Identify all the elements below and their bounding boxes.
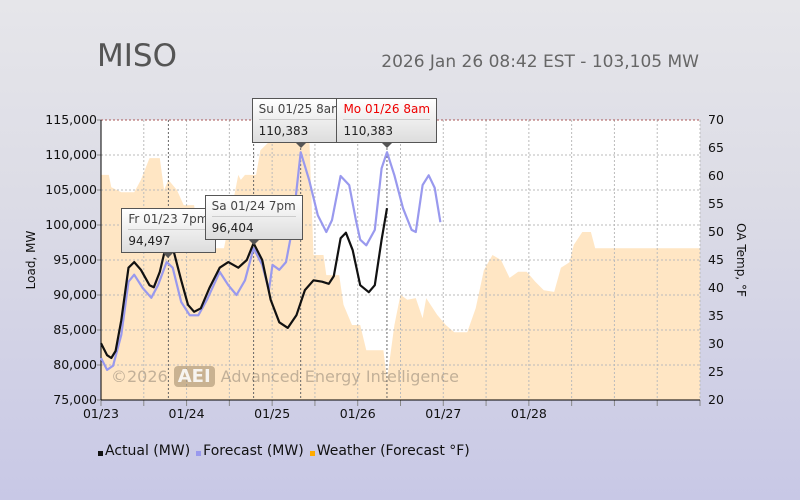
- legend-swatch-icon: [98, 450, 103, 456]
- legend-label: Actual (MW): [105, 443, 191, 459]
- watermark-year: ©2026: [111, 367, 168, 386]
- marker-tooltip: Sa 01/24 7pm 96,404: [204, 195, 303, 245]
- tooltip-time: Sa 01/24 7pm: [211, 199, 296, 217]
- marker-tooltip: Su 01/25 8am 110,383: [251, 98, 350, 148]
- tooltip-time: Fr 01/23 7pm: [128, 212, 209, 230]
- y-tick-label: 80,000: [53, 357, 97, 372]
- y-tick-label: 105,000: [45, 182, 97, 197]
- watermark: ©2026 AEI Advanced Energy Intelligence: [111, 366, 459, 387]
- legend-swatch-icon: [196, 450, 202, 456]
- y-tick-label: 115,000: [45, 112, 97, 127]
- y2-tick-label: 65: [708, 140, 724, 155]
- legend-forecast[interactable]: Forecast (MW): [196, 443, 304, 459]
- watermark-text: Advanced Energy Intelligence: [220, 367, 459, 386]
- tooltip-value: 110,383: [258, 124, 309, 138]
- x-tick-label: 01/24: [169, 406, 205, 421]
- tooltip-time: Su 01/25 8am: [258, 102, 343, 120]
- y-tick-label: 75,000: [53, 392, 97, 407]
- tooltip-value: 94,497: [128, 234, 171, 248]
- y2-tick-label: 50: [708, 224, 724, 239]
- y-axis-label: Load, MW: [24, 231, 38, 290]
- y-tick-label: 110,000: [45, 147, 97, 162]
- y2-axis-label: OA Temp, °F: [734, 223, 748, 297]
- legend-label: Forecast (MW): [203, 443, 304, 459]
- legend-swatch-icon: [309, 450, 315, 456]
- y-tick-label: 85,000: [53, 322, 97, 337]
- legend-actual[interactable]: Actual (MW): [98, 443, 190, 459]
- x-tick-label: 01/27: [425, 406, 461, 421]
- marker-tooltip: Mo 01/26 8am 110,383: [336, 98, 438, 148]
- y2-tick-label: 40: [708, 280, 724, 295]
- tooltip-time: Mo 01/26 8am: [343, 102, 431, 120]
- actual-line: [100, 208, 389, 360]
- tooltip-value: 110,383: [343, 124, 394, 138]
- y2-tick-label: 30: [708, 336, 724, 351]
- x-tick-label: 01/28: [511, 406, 547, 421]
- forecast-line: [100, 151, 442, 371]
- x-tick-label: 01/26: [340, 406, 376, 421]
- x-tick-label: 01/25: [254, 406, 290, 421]
- y-tick-label: 100,000: [45, 217, 97, 232]
- aei-logo: AEI: [173, 366, 215, 387]
- legend: Actual (MW) Forecast (MW) Weather (Forec…: [98, 443, 470, 459]
- y2-tick-label: 60: [708, 168, 724, 183]
- marker-tooltip: Fr 01/23 7pm 94,497: [121, 208, 216, 258]
- y2-tick-label: 20: [708, 392, 724, 407]
- timestamp-load-readout: 2026 Jan 26 08:42 EST - 103,105 MW: [381, 52, 699, 72]
- y-tick-label: 90,000: [53, 287, 97, 302]
- y-tick-label: 95,000: [53, 252, 97, 267]
- legend-label: Weather (Forecast °F): [316, 443, 470, 459]
- legend-weather[interactable]: Weather (Forecast °F): [309, 443, 470, 459]
- y2-tick-label: 70: [708, 112, 724, 127]
- page-title: MISO: [97, 38, 177, 74]
- y2-tick-label: 25: [708, 364, 724, 379]
- y2-tick-label: 45: [708, 252, 724, 267]
- tooltip-value: 96,404: [211, 221, 254, 235]
- y2-tick-label: 55: [708, 196, 724, 211]
- x-tick-label: 01/23: [83, 406, 119, 421]
- y2-tick-label: 35: [708, 308, 724, 323]
